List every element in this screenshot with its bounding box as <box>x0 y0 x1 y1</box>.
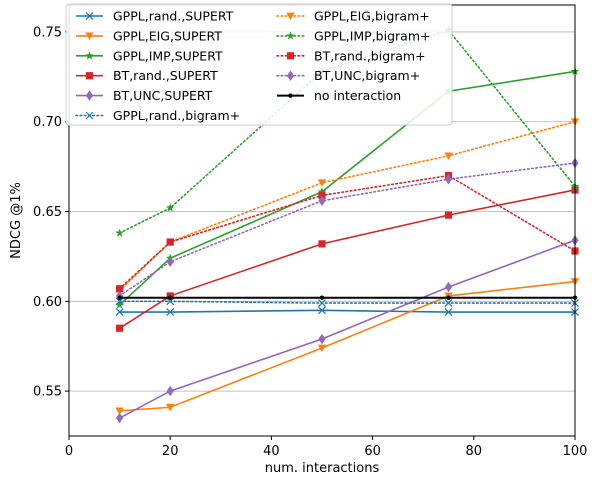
legend-marker <box>85 51 94 60</box>
legend-label: GPPL,IMP,bigram+ <box>314 28 430 43</box>
series-line <box>118 162 576 297</box>
legend-item-gppl-eig-supert: GPPL,EIG,SUPERT <box>76 28 222 43</box>
data-point <box>115 407 124 416</box>
legend-marker <box>286 52 295 60</box>
legend-item-gppl-eig-bigram: GPPL,EIG,bigram+ <box>276 9 430 24</box>
legend-label: GPPL,EIG,SUPERT <box>113 28 222 43</box>
legend-marker <box>286 12 295 21</box>
y-tick-label: 0.55 <box>33 385 62 400</box>
x-tick-label: 20 <box>162 444 179 459</box>
data-point <box>444 173 453 185</box>
data-point <box>168 295 173 300</box>
legend-marker <box>286 31 295 40</box>
data-point <box>116 412 124 424</box>
data-point <box>317 179 327 187</box>
data-point <box>166 403 175 412</box>
x-tick-label: 80 <box>466 444 483 459</box>
data-point <box>115 300 124 309</box>
series-gppl-rand-bigram <box>115 297 579 308</box>
series-gppl-eig-bigram <box>115 118 580 295</box>
legend-marker <box>85 90 94 101</box>
data-point <box>444 281 453 293</box>
y-tick-label: 0.65 <box>33 205 62 220</box>
data-point <box>444 299 453 308</box>
legend-label: BT,rand.,SUPERT <box>113 68 218 83</box>
data-point <box>318 333 326 345</box>
x-axis-label: num. interactions <box>265 461 380 476</box>
legend-marker <box>286 70 295 81</box>
legend: GPPL,rand.,SUPERT GPPL,EIG,SUPERT GPPL,IMP… <box>65 3 453 126</box>
y-axis: 0.55 0.60 0.65 0.70 0.75 <box>33 25 69 400</box>
data-point <box>444 152 453 161</box>
data-point <box>166 385 174 397</box>
data-point <box>166 256 174 268</box>
legend-item-bt-unc-supert: BT,UNC,SUPERT <box>76 88 213 103</box>
data-point <box>115 308 124 317</box>
series-bt-unc-bigram <box>116 157 579 302</box>
data-point <box>446 295 451 300</box>
x-axis: 0 20 40 60 80 100 <box>65 436 588 459</box>
series-bt-rand-bigram <box>116 172 579 293</box>
x-tick-label: 100 <box>563 444 588 459</box>
y-tick-label: 0.70 <box>33 115 62 130</box>
data-point <box>318 306 326 315</box>
legend-label: GPPL,IMP,SUPERT <box>113 48 223 63</box>
legend-label: BT,UNC,bigram+ <box>314 68 420 83</box>
legend-label: BT,UNC,SUPERT <box>113 88 213 103</box>
data-point <box>319 295 325 300</box>
data-point <box>165 203 175 212</box>
legend-item-bt-unc-bigram: BT,UNC,bigram+ <box>276 68 420 83</box>
legend-label: BT,rand.,bigram+ <box>314 48 426 63</box>
data-point <box>115 297 124 306</box>
legend-item-no-interaction: no interaction <box>277 88 401 103</box>
legend-marker <box>85 32 94 41</box>
x-tick-label: 0 <box>65 444 73 459</box>
series-no-interaction <box>117 295 578 300</box>
legend-item-gppl-imp-bigram: GPPL,IMP,bigram+ <box>276 28 430 43</box>
x-tick-label: 60 <box>364 444 381 459</box>
data-point <box>318 299 326 308</box>
data-point <box>444 211 453 219</box>
series-gppl-rand-supert <box>115 306 579 317</box>
data-point <box>116 324 124 332</box>
data-point <box>166 238 174 246</box>
data-point <box>166 308 175 317</box>
series-line <box>119 309 575 313</box>
data-point <box>318 191 326 199</box>
data-point <box>115 228 124 237</box>
legend-item-gppl-rand-supert: GPPL,rand.,SUPERT <box>76 9 234 24</box>
legend-item-bt-rand-supert: BT,rand.,SUPERT <box>76 68 218 83</box>
data-point <box>318 240 326 248</box>
y-axis-label: NDCG @1% <box>9 182 24 259</box>
legend-frame <box>65 3 453 126</box>
legend-label: GPPL,rand.,SUPERT <box>113 9 234 24</box>
data-point <box>317 187 327 196</box>
legend-marker <box>85 111 94 120</box>
data-point <box>117 295 122 300</box>
legend-marker <box>85 12 94 20</box>
x-tick-label: 40 <box>263 444 280 459</box>
legend-label: GPPL,EIG,bigram+ <box>314 9 430 24</box>
y-tick-label: 0.60 <box>33 295 62 310</box>
data-point <box>166 297 175 306</box>
legend-marker <box>85 72 94 80</box>
data-point <box>318 195 326 206</box>
legend-item-gppl-rand-bigram: GPPL,rand.,bigram+ <box>75 108 240 123</box>
legend-item-gppl-imp-supert: GPPL,IMP,SUPERT <box>76 48 223 63</box>
data-point <box>317 344 327 353</box>
series-gppl-eig-supert <box>115 278 580 416</box>
legend-item-bt-rand-bigram: BT,rand.,bigram+ <box>276 48 426 63</box>
series-bt-unc-supert <box>116 235 579 424</box>
data-point <box>444 308 453 317</box>
legend-label: GPPL,rand.,bigram+ <box>113 108 240 123</box>
data-point <box>116 285 124 293</box>
legend-marker <box>288 93 293 98</box>
y-tick-label: 0.75 <box>33 25 62 40</box>
legend-label: no interaction <box>314 88 401 103</box>
